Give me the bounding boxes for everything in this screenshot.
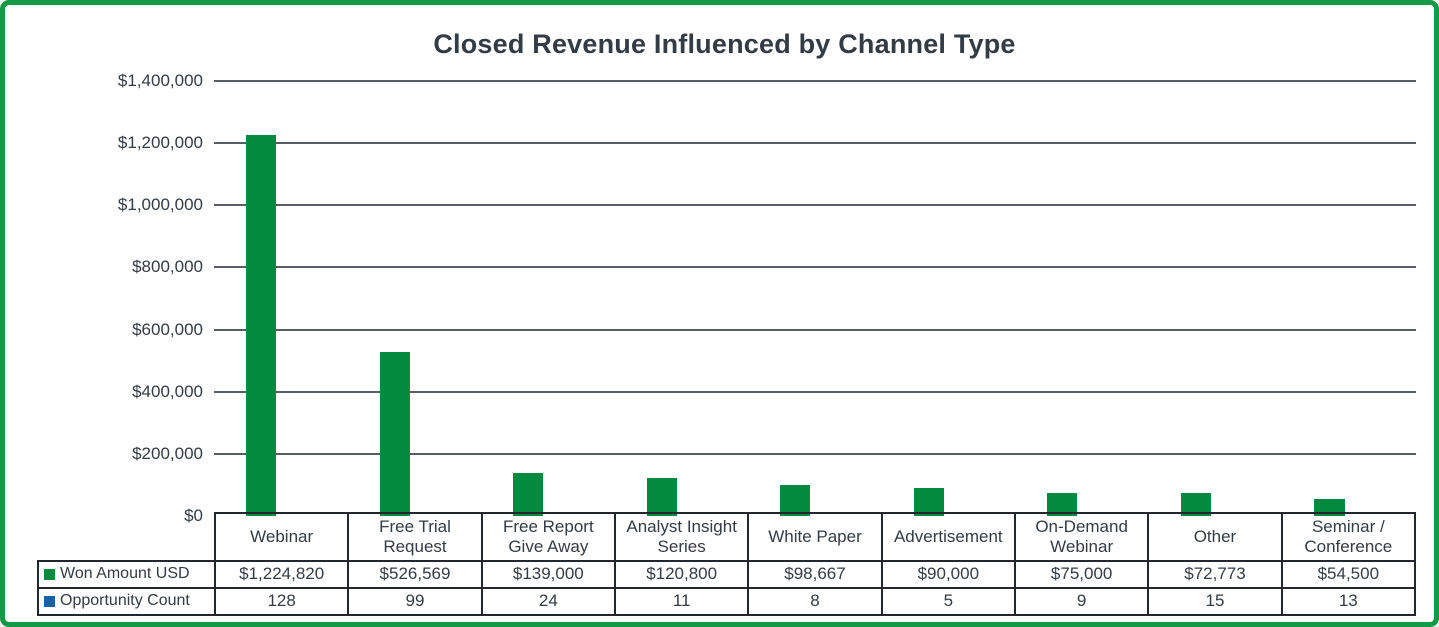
y-axis-tick-label: $0 — [184, 506, 203, 525]
y-axis-tick-label: $1,400,000 — [117, 71, 203, 90]
table-value-cell: 24 — [480, 587, 616, 616]
table-row-opportunity-count: Opportunity Count 128 99 24 11 8 5 9 15 13 — [37, 587, 1417, 616]
bar-won-amount-webinar — [246, 135, 277, 516]
chart-title: Closed Revenue Influenced by Channel Typ… — [433, 29, 1016, 59]
data-table: Webinar Free Trial Request Free Report Giv… — [37, 512, 1417, 616]
table-value-cell: $139,000 — [480, 560, 616, 589]
opportunity-count-legend-swatch-icon — [44, 596, 55, 607]
legend-label: Opportunity Count — [60, 592, 190, 610]
plot-area: $1,400,000 $1,200,000 $1,000,000 $800,000 $6… — [5, 5, 1434, 622]
table-row-won-amount: Won Amount USD $1,224,820 $526,569 $139,000… — [37, 560, 1417, 589]
table-value-cell: 15 — [1147, 587, 1283, 616]
table-value-cell: $526,569 — [347, 560, 483, 589]
y-axis-tick-label: $800,000 — [132, 257, 203, 277]
table-value-cell: 99 — [347, 587, 483, 616]
column-header: Analyst Insight Series — [613, 512, 750, 562]
bar-won-amount-seminar-conference — [1314, 499, 1345, 516]
table-value-cell: 9 — [1013, 587, 1150, 616]
y-gridline — [214, 204, 1416, 207]
bar-won-amount-other — [1180, 493, 1211, 516]
table-value-cell: 11 — [613, 587, 750, 616]
y-gridline — [214, 452, 1416, 455]
y-gridline — [214, 266, 1416, 269]
column-header: On-Demand Webinar — [1013, 512, 1150, 562]
table-value-cell: $98,667 — [747, 560, 883, 589]
table-value-cell: $90,000 — [880, 560, 1016, 589]
y-gridline — [214, 80, 1416, 82]
table-value-cell: $72,773 — [1147, 560, 1283, 589]
y-axis-tick-label: $1,200,000 — [117, 133, 203, 153]
column-header: Webinar — [213, 512, 350, 562]
column-header: Free Report Give Away — [480, 512, 616, 562]
y-axis-tick-label: $600,000 — [132, 319, 203, 339]
bar-won-amount-free-trial-request — [379, 352, 410, 516]
y-gridline — [214, 142, 1416, 145]
legend-cell: Won Amount USD — [37, 560, 216, 589]
legend-label: Won Amount USD — [60, 565, 190, 583]
column-header: Seminar / Conference — [1280, 512, 1417, 562]
table-value-cell: 128 — [213, 587, 350, 616]
table-corner-cell — [38, 513, 215, 561]
y-gridline — [214, 328, 1416, 331]
bar-won-amount-advertisement — [913, 488, 944, 516]
y-gridline — [214, 390, 1416, 393]
bar-won-amount-white-paper — [780, 485, 811, 516]
y-axis-tick-label: $200,000 — [132, 443, 203, 463]
column-header: Free Trial Request — [347, 512, 483, 562]
table-value-cell: $120,800 — [613, 560, 750, 589]
table-value-cell: 8 — [747, 587, 883, 616]
table-value-cell: $75,000 — [1013, 560, 1150, 589]
table-value-cell: 5 — [880, 587, 1016, 616]
table-value-cell: $1,224,820 — [213, 560, 350, 589]
bar-won-amount-free-report-give-away — [513, 472, 544, 516]
bar-won-amount-on-demand-webinar — [1047, 492, 1078, 516]
column-header: Advertisement — [880, 512, 1016, 562]
column-header: Other — [1147, 512, 1283, 562]
table-value-cell: $54,500 — [1280, 560, 1417, 589]
column-header: White Paper — [747, 512, 883, 562]
y-axis-tick-label: $400,000 — [132, 381, 203, 401]
bar-won-amount-analyst-insight-series — [646, 478, 677, 516]
y-axis-tick-label: $1,000,000 — [117, 195, 203, 215]
legend-cell: Opportunity Count — [37, 587, 216, 616]
table-value-cell: 13 — [1280, 587, 1417, 616]
table-header-row: Webinar Free Trial Request Free Report Giv… — [38, 512, 1417, 562]
won-amount-legend-swatch-icon — [44, 569, 55, 580]
